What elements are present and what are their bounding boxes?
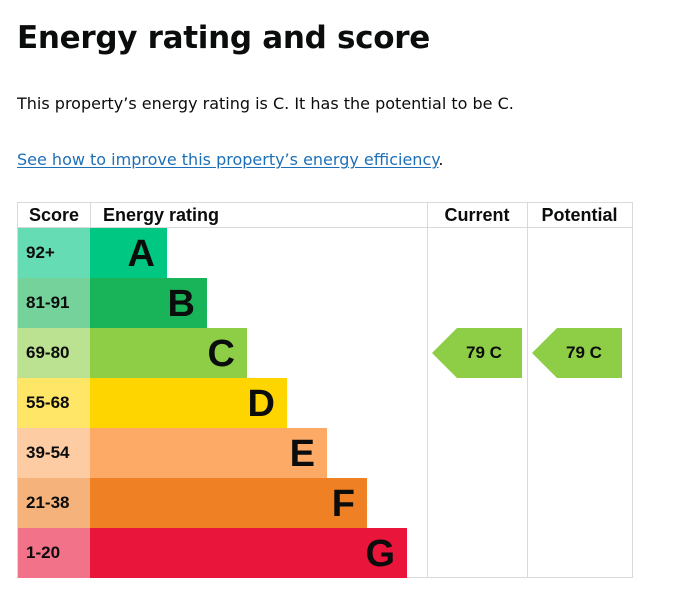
current-rating-pointer-label: 79 C bbox=[466, 343, 502, 362]
improve-paragraph: See how to improve this property’s energ… bbox=[17, 150, 444, 169]
energy-rating-header: Energy rating bbox=[103, 205, 220, 225]
band-bar-g: G bbox=[90, 528, 407, 578]
band-score-b: 81-91 bbox=[18, 278, 90, 328]
page-title: Energy rating and score bbox=[17, 20, 430, 56]
band-score-c: 69-80 bbox=[18, 328, 90, 378]
current-column-divider bbox=[427, 203, 428, 577]
band-score-d: 55-68 bbox=[18, 378, 90, 428]
improve-link-suffix: . bbox=[438, 150, 444, 169]
band-bar-a: A bbox=[90, 228, 167, 278]
potential-header: Potential bbox=[541, 205, 618, 225]
current-header: Current bbox=[444, 205, 510, 225]
potential-rating-pointer: 79 C bbox=[532, 328, 622, 378]
band-score-e: 39-54 bbox=[18, 428, 90, 478]
score-header: Score bbox=[28, 205, 80, 225]
band-bar-c: C bbox=[90, 328, 247, 378]
current-rating-pointer-shape bbox=[432, 328, 522, 378]
current-rating-pointer-arrow bbox=[432, 328, 522, 378]
potential-rating-pointer-arrow bbox=[532, 328, 622, 378]
band-score-a: 92+ bbox=[18, 228, 90, 278]
rating-summary: This property’s energy rating is C. It h… bbox=[17, 94, 514, 113]
potential-rating-pointer-shape bbox=[532, 328, 622, 378]
improve-efficiency-link[interactable]: See how to improve this property’s energ… bbox=[17, 150, 439, 169]
energy-rating-chart: Score Energy rating Current Potential 92… bbox=[17, 202, 633, 578]
header-divider bbox=[18, 227, 632, 228]
band-bar-f: F bbox=[90, 478, 367, 528]
band-bar-e: E bbox=[90, 428, 327, 478]
potential-rating-pointer-label: 79 C bbox=[566, 343, 602, 362]
band-bar-b: B bbox=[90, 278, 207, 328]
current-rating-pointer: 79 C bbox=[432, 328, 522, 378]
band-bar-d: D bbox=[90, 378, 287, 428]
band-score-f: 21-38 bbox=[18, 478, 90, 528]
band-score-g: 1-20 bbox=[18, 528, 90, 578]
potential-column-divider bbox=[527, 203, 528, 577]
